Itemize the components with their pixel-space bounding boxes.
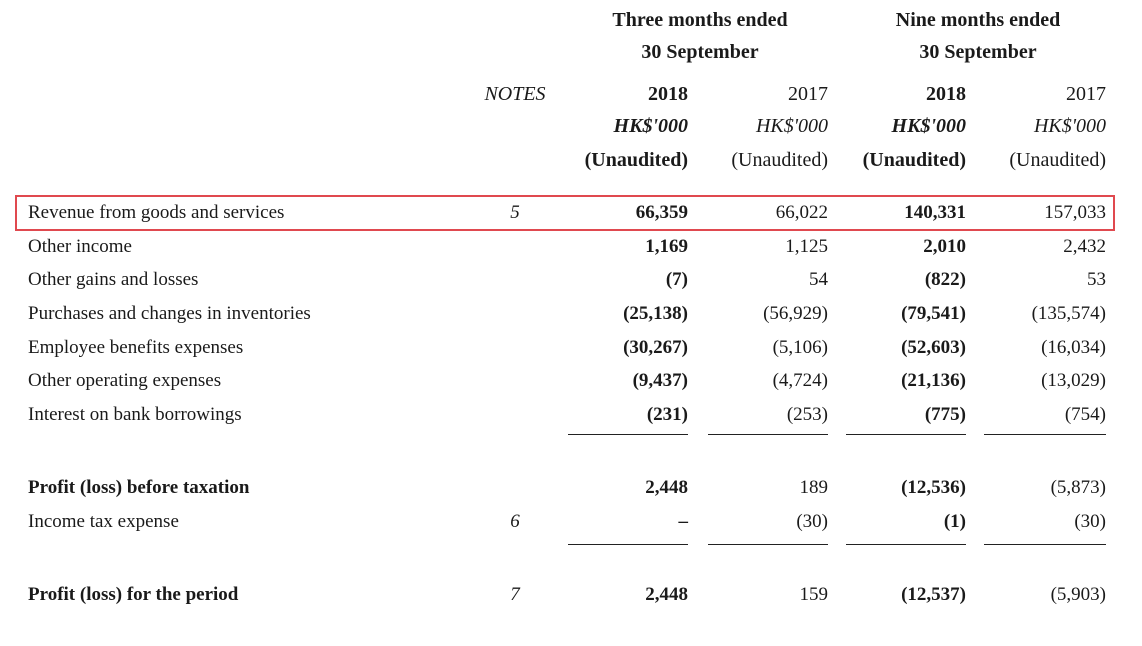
column-header-status-1: (Unaudited) <box>584 149 688 171</box>
row-value-col2: (5,106) <box>772 337 828 358</box>
row-value-col2: (56,929) <box>763 303 828 324</box>
row-value-col4: 157,033 <box>1044 202 1106 223</box>
row-label: Other gains and losses <box>28 269 199 290</box>
row-value-col2: (30) <box>796 511 828 532</box>
subtotal-rule-col3-b <box>846 544 966 545</box>
period-header-nine-months-line1: Nine months ended <box>895 9 1061 31</box>
row-value-col4: (5,903) <box>1050 584 1106 605</box>
row-value-col1: (30,267) <box>623 337 688 358</box>
row-value-col3: (12,537) <box>901 584 966 605</box>
row-value-col2: (4,724) <box>772 370 828 391</box>
column-header-year-3: 2018 <box>926 83 966 105</box>
row-value-col1: 2,448 <box>645 477 688 498</box>
row-value-col1: (25,138) <box>623 303 688 324</box>
row-label: Other operating expenses <box>28 370 222 391</box>
column-header-currency-2: HK$'000 <box>755 115 828 137</box>
row-value-col3: (21,136) <box>901 370 966 391</box>
row-label: Employee benefits expenses <box>28 337 244 358</box>
row-label: Other income <box>28 236 132 257</box>
row-value-col3: 2,010 <box>923 236 966 257</box>
row-value-col3: (79,541) <box>901 303 966 324</box>
column-header-status-2: (Unaudited) <box>731 149 828 171</box>
row-note-ref: 5 <box>510 202 520 223</box>
row-value-col1: 1,169 <box>645 236 688 257</box>
row-value-col4: 2,432 <box>1063 236 1106 257</box>
subtotal-rule-col1-b <box>568 544 688 545</box>
row-label: Purchases and changes in inventories <box>28 303 311 324</box>
subtotal-rule-col4-b <box>984 544 1106 545</box>
row-value-col1: (231) <box>646 404 688 425</box>
row-value-col2: 159 <box>799 584 829 605</box>
row-value-col2: 66,022 <box>775 202 828 223</box>
row-value-col1: (7) <box>665 269 688 290</box>
column-header-year-1: 2018 <box>648 83 688 105</box>
row-value-col4: (16,034) <box>1041 337 1106 358</box>
row-value-col3: (822) <box>924 269 966 290</box>
row-value-col1: – <box>678 511 689 532</box>
row-note-ref: 7 <box>510 584 520 605</box>
row-value-col2: 1,125 <box>785 236 828 257</box>
row-label: Profit (loss) before taxation <box>28 477 250 498</box>
subtotal-rule-col1-a <box>568 434 688 435</box>
row-value-col3: (1) <box>943 511 966 532</box>
row-value-col1: (9,437) <box>632 370 688 391</box>
row-value-col1: 66,359 <box>635 202 688 223</box>
column-header-currency-1: HK$'000 <box>613 115 688 137</box>
row-label: Revenue from goods and services <box>28 202 285 223</box>
notes-column-header: NOTES <box>484 83 546 105</box>
revenue-row-highlight-box <box>15 195 1115 231</box>
subtotal-rule-col4-a <box>984 434 1106 435</box>
column-header-currency-4: HK$'000 <box>1033 115 1106 137</box>
row-value-col3: 140,331 <box>904 202 966 223</box>
row-value-col4: (5,873) <box>1050 477 1106 498</box>
period-header-three-months-line2: 30 September <box>641 41 759 63</box>
row-value-col4: (754) <box>1064 404 1106 425</box>
row-value-col2: 54 <box>809 269 828 290</box>
row-value-col4: (13,029) <box>1041 370 1106 391</box>
row-label: Profit (loss) for the period <box>28 584 239 605</box>
subtotal-rule-col2-a <box>708 434 828 435</box>
column-header-status-4: (Unaudited) <box>1009 149 1106 171</box>
row-label: Interest on bank borrowings <box>28 404 242 425</box>
row-value-col4: 53 <box>1087 269 1106 290</box>
row-value-col2: 189 <box>799 477 829 498</box>
period-header-nine-months-line2: 30 September <box>919 41 1037 63</box>
subtotal-rule-col2-b <box>708 544 828 545</box>
column-header-year-4: 2017 <box>1066 83 1106 105</box>
subtotal-rule-col3-a <box>846 434 966 435</box>
row-value-col2: (253) <box>786 404 828 425</box>
row-value-col1: 2,448 <box>645 584 688 605</box>
period-header-three-months-line1: Three months ended <box>612 9 788 31</box>
column-header-status-3: (Unaudited) <box>862 149 966 171</box>
row-value-col3: (775) <box>924 404 966 425</box>
row-value-col4: (30) <box>1074 511 1106 532</box>
column-header-currency-3: HK$'000 <box>891 115 966 137</box>
row-note-ref: 6 <box>510 511 520 532</box>
row-value-col3: (52,603) <box>901 337 966 358</box>
row-value-col3: (12,536) <box>901 477 966 498</box>
row-label: Income tax expense <box>28 511 179 532</box>
column-header-year-2: 2017 <box>788 83 828 105</box>
row-value-col4: (135,574) <box>1031 303 1106 324</box>
